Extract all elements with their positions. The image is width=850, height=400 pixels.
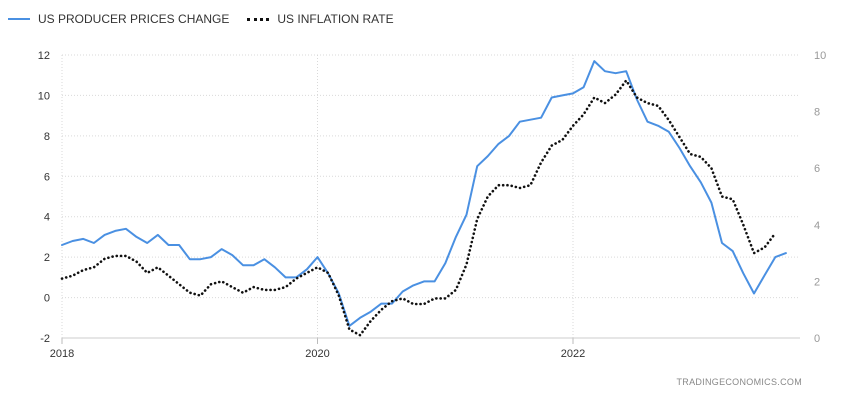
y-tick-left-7: 12 — [38, 50, 50, 62]
y-tick-left-2: 2 — [44, 252, 50, 264]
y-tick-left-5: 8 — [44, 131, 50, 143]
series-line-ppi — [61, 60, 787, 327]
y-tick-right-3: 6 — [814, 163, 820, 175]
legend-item-cpi[interactable]: US INFLATION RATE — [247, 12, 394, 26]
y-tick-left-4: 6 — [44, 171, 50, 183]
y-tick-left-0: -2 — [40, 333, 50, 345]
legend-label-ppi: US PRODUCER PRICES CHANGE — [38, 12, 230, 26]
y-tick-right-0: 0 — [814, 333, 820, 345]
y-tick-right-1: 2 — [814, 276, 820, 288]
chart-legend: US PRODUCER PRICES CHANGE US INFLATION R… — [8, 12, 394, 26]
y-tick-right-2: 4 — [814, 220, 820, 232]
y-tick-left-1: 0 — [44, 293, 50, 305]
legend-swatch-cpi — [247, 17, 270, 21]
x-tick-0: 2018 — [50, 348, 74, 360]
x-tick-1: 2020 — [305, 348, 329, 360]
legend-label-cpi: US INFLATION RATE — [277, 12, 394, 26]
x-tick-2: 2022 — [561, 348, 585, 360]
y-tick-right-4: 8 — [814, 107, 820, 119]
legend-swatch-ppi — [8, 18, 30, 20]
y-tick-left-6: 10 — [38, 90, 50, 102]
legend-item-ppi[interactable]: US PRODUCER PRICES CHANGE — [8, 12, 229, 26]
y-tick-left-3: 4 — [44, 212, 50, 224]
series-line-cpi — [60, 79, 777, 337]
source-credit: TRADINGECONOMICS.COM — [676, 377, 802, 387]
y-tick-right-5: 10 — [814, 50, 826, 62]
